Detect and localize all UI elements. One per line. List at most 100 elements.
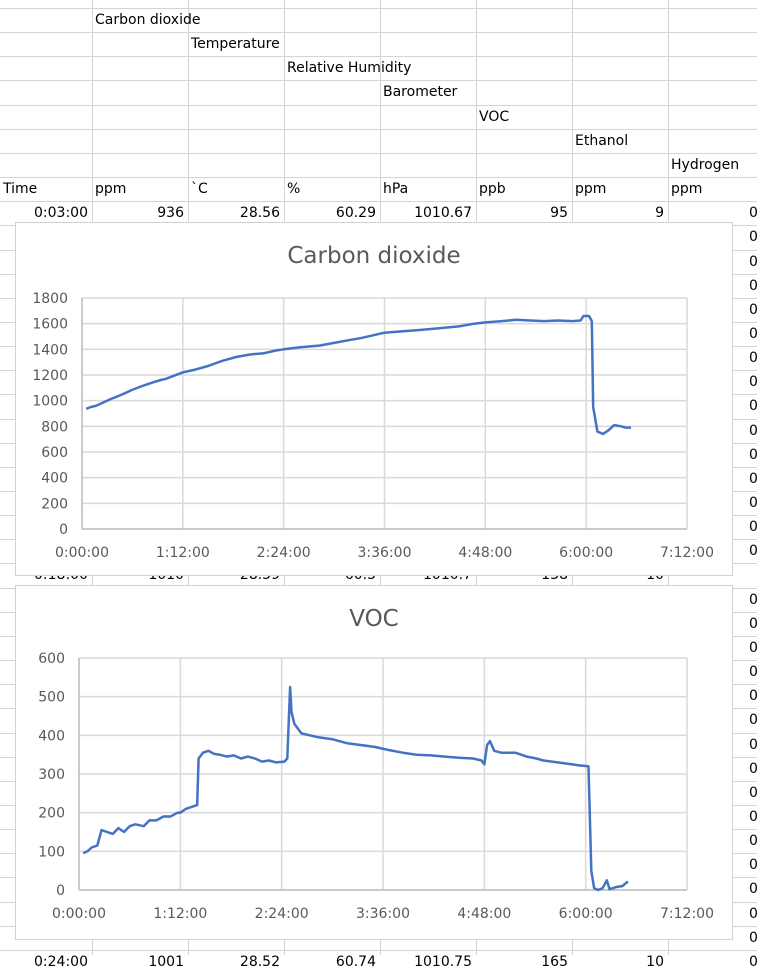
hydrogen-value-cell[interactable]: 0 [749,688,757,704]
x-tick-label: 7:12:00 [660,906,714,922]
unit-cell[interactable]: ppm [671,181,703,197]
y-tick-label: 0 [56,883,65,899]
hydrogen-value-cell[interactable]: 0 [749,592,757,608]
value-cell[interactable]: 9 [655,205,664,221]
header-cell[interactable]: Temperature [191,36,280,52]
header-cell[interactable]: Relative Humidity [287,60,412,76]
y-tick-label: 100 [38,844,65,860]
value-cell[interactable]: 1010.67 [414,205,472,221]
hydrogen-value-cell[interactable]: 0 [749,616,757,632]
data-series-line [82,685,629,892]
y-tick-label: 1600 [32,317,68,333]
time-cell[interactable]: 0:03:00 [34,205,88,221]
value-cell[interactable]: 60.74 [335,954,376,970]
hydrogen-value-cell[interactable]: 0 [749,519,757,535]
y-tick-label: 500 [38,690,65,706]
value-cell[interactable]: 936 [157,205,184,221]
x-tick-label: 0:00:00 [52,906,106,922]
chart-plot: 0 100 200 300 400 500 600 0:00:00 1:12:00 2:24:00… [38,651,714,922]
x-tick-label: 2:24:00 [257,545,311,561]
hydrogen-value-cell[interactable]: 0 [749,737,757,753]
y-tick-label: 600 [38,651,65,667]
hydrogen-value-cell[interactable]: 0 [749,447,757,463]
hydrogen-value-cell[interactable]: 0 [749,664,757,680]
x-tick-label: 6:00:00 [559,545,613,561]
value-cell[interactable]: 0 [749,954,757,970]
hydrogen-value-cell[interactable]: 0 [749,809,757,825]
y-tick-label: 800 [41,419,68,435]
header-cell[interactable]: Barometer [383,84,458,100]
hydrogen-value-cell[interactable]: 0 [749,374,757,390]
x-tick-label: 6:00:00 [559,906,613,922]
hydrogen-value-cell[interactable]: 0 [749,302,757,318]
hydrogen-value-cell[interactable]: 0 [749,326,757,342]
hydrogen-value-cell[interactable]: 0 [749,833,757,849]
header-cell[interactable]: VOC [479,109,510,125]
value-cell[interactable]: 60.29 [335,205,376,221]
y-tick-label: 300 [38,767,65,783]
hydrogen-value-cell[interactable]: 0 [749,930,757,946]
hydrogen-value-cell[interactable]: 0 [749,254,757,270]
x-tick-label: 4:48:00 [457,906,511,922]
data-series-line [85,314,631,436]
row-divider [0,153,757,154]
chart-title: Carbon dioxide [287,243,461,269]
value-cell[interactable]: 28.56 [239,205,280,221]
hydrogen-value-cell[interactable]: 0 [749,278,757,294]
y-tick-label: 600 [41,445,68,461]
unit-cell[interactable]: ppb [479,181,506,197]
unit-cell[interactable]: % [287,181,301,197]
header-cell[interactable]: Carbon dioxide [95,12,201,28]
header-cell[interactable]: Hydrogen [671,157,740,173]
row-divider [0,8,757,9]
carbon-dioxide-chart[interactable]: Carbon dioxide 0 200 400 600 800 1000 1200 1400… [15,222,733,576]
hydrogen-value-cell[interactable]: 0 [749,543,757,559]
hydrogen-value-cell[interactable]: 0 [749,857,757,873]
hydrogen-value-cell[interactable]: 0 [749,229,757,245]
x-tick-label: 2:24:00 [255,906,309,922]
x-tick-label: 4:48:00 [458,545,512,561]
row-divider [0,56,757,57]
hydrogen-value-cell[interactable]: 0 [749,398,757,414]
row-divider [0,105,757,106]
header-cell[interactable]: Ethanol [575,133,629,149]
unit-cell[interactable]: hPa [383,181,409,197]
hydrogen-value-cell[interactable]: 0 [749,471,757,487]
x-tick-label: 0:00:00 [55,545,109,561]
hydrogen-value-cell[interactable]: 0 [749,906,757,922]
value-cell[interactable]: 28.52 [239,954,280,970]
value-cell[interactable]: 10 [646,954,664,970]
x-tick-label: 7:12:00 [660,545,714,561]
header-cell-time[interactable]: Time [3,181,38,197]
hydrogen-value-cell[interactable]: 0 [749,712,757,728]
hydrogen-value-cell[interactable]: 0 [749,785,757,801]
unit-cell[interactable]: ppm [95,181,127,197]
x-tick-label: 3:36:00 [356,906,410,922]
value-cell[interactable]: 165 [541,954,568,970]
unit-cell[interactable]: `C [191,181,208,197]
unit-cell[interactable]: ppm [575,181,607,197]
y-tick-label: 400 [41,471,68,487]
hydrogen-value-cell[interactable]: 0 [749,350,757,366]
chart-title: VOC [349,606,399,632]
hydrogen-value-cell[interactable]: 0 [749,761,757,777]
value-cell[interactable]: 95 [550,205,568,221]
row-divider [0,32,757,33]
y-tick-label: 1200 [32,368,68,384]
row-divider [0,177,757,178]
row-divider [0,201,757,202]
chart-plot: 0 200 400 600 800 1000 1200 1400 1600 1800 0:00:00… [32,291,714,561]
value-cell[interactable]: 1010.75 [414,954,472,970]
hydrogen-value-cell[interactable]: 0 [749,640,757,656]
x-tick-label: 1:12:00 [156,545,210,561]
y-tick-label: 1000 [32,394,68,410]
time-cell[interactable]: 0:24:00 [34,954,88,970]
y-tick-label: 0 [59,522,68,538]
hydrogen-value-cell[interactable]: 0 [749,495,757,511]
value-cell[interactable]: 0 [749,205,757,221]
value-cell[interactable]: 1001 [148,954,184,970]
voc-chart[interactable]: VOC 0 100 200 300 400 500 600 0:00:00 1:12:00 2:2… [15,585,733,940]
y-tick-label: 1800 [32,291,68,307]
hydrogen-value-cell[interactable]: 0 [749,423,757,439]
hydrogen-value-cell[interactable]: 0 [749,881,757,897]
